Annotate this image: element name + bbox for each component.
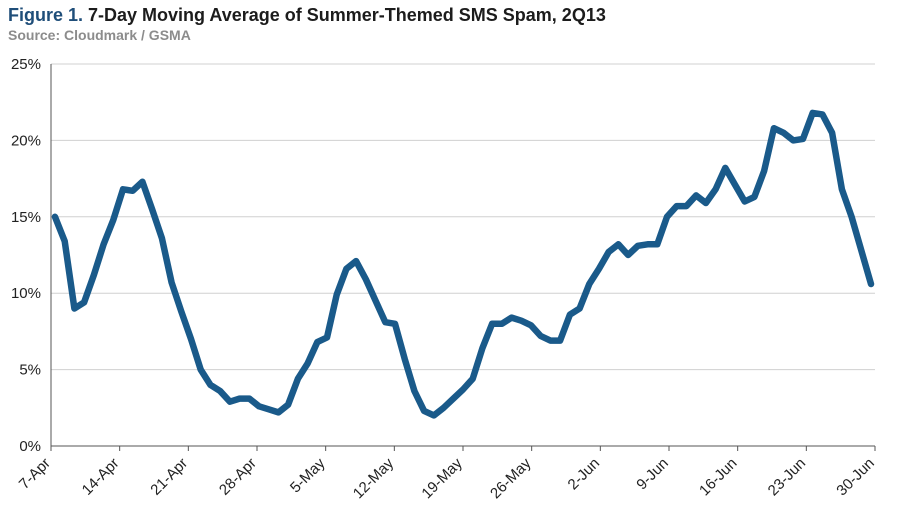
y-tick-label: 0%	[19, 438, 41, 455]
figure-title: 7-Day Moving Average of Summer-Themed SM…	[88, 5, 606, 25]
chart-source: Source: Cloudmark / GSMA	[8, 27, 191, 43]
x-tick-label: 16-Jun	[696, 455, 740, 499]
x-tick-label: 2-Jun	[565, 455, 604, 494]
x-tick-label: 19-May	[418, 454, 466, 502]
x-tick-label: 9-Jun	[633, 455, 672, 494]
y-tick-label: 10%	[11, 285, 41, 302]
y-tick-label: 15%	[11, 209, 41, 226]
series-line	[51, 109, 875, 419]
figure-label: Figure 1.	[8, 5, 84, 25]
chart-header: Figure 1. 7-Day Moving Average of Summer…	[8, 4, 606, 44]
y-tick-label: 25%	[11, 56, 41, 73]
x-tick-label: 30-Jun	[833, 455, 877, 499]
x-tick-label: 26-May	[487, 454, 535, 502]
x-tick-label: 21-Apr	[147, 455, 191, 499]
y-tick-label: 5%	[19, 362, 41, 379]
x-tick-label: 23-Jun	[765, 455, 809, 499]
x-tick-label: 7-Apr	[16, 455, 54, 493]
y-tick-label: 20%	[11, 132, 41, 149]
x-tick-label: 5-May	[287, 454, 329, 496]
chart-title: Figure 1. 7-Day Moving Average of Summer…	[8, 4, 606, 26]
x-tick-label: 12-May	[350, 454, 398, 502]
x-tick-label: 14-Apr	[79, 455, 123, 499]
x-tick-label: 28-Apr	[216, 455, 260, 499]
